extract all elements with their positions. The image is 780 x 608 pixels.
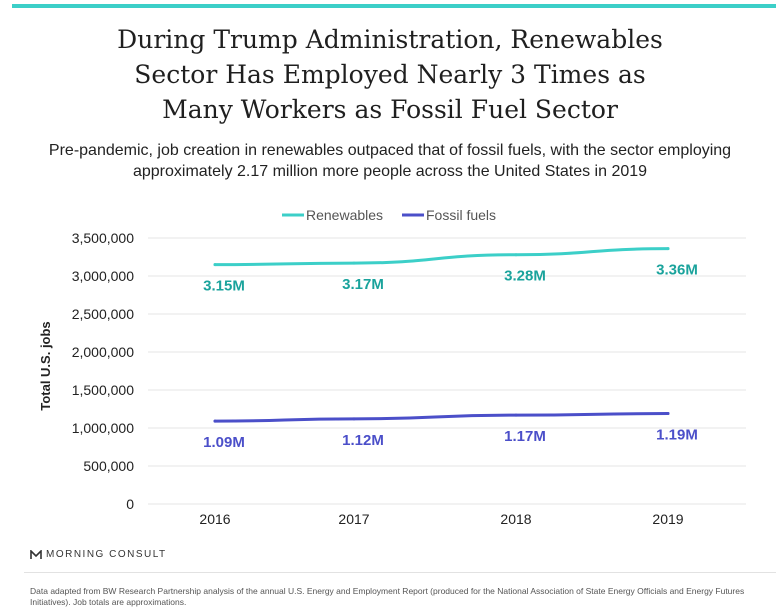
legend-label: Fossil fuels xyxy=(426,207,496,223)
data-point xyxy=(213,263,217,267)
chart-title-line-1: During Trump Administration, Renewables xyxy=(117,25,663,54)
series-line xyxy=(213,412,670,423)
data-point xyxy=(514,413,518,417)
y-tick-label: 1,000,000 xyxy=(72,420,134,436)
data-point xyxy=(213,419,217,423)
data-point xyxy=(666,412,670,416)
logo-text: MORNING CONSULT xyxy=(46,549,167,560)
x-tick-label: 2017 xyxy=(338,511,369,527)
line-chart: 0 500,000 1,000,000 1,500,000 2,000,000 2,500… xyxy=(38,207,746,527)
y-axis-label: Total U.S. jobs xyxy=(38,321,53,410)
chart-title-line-3: Many Workers as Fossil Fuel Sector xyxy=(162,95,618,124)
data-label: 3.36M xyxy=(656,262,698,279)
data-label: 3.28M xyxy=(504,268,546,285)
morning-consult-logo: MORNING CONSULT xyxy=(30,549,167,560)
data-label: 1.09M xyxy=(203,434,245,451)
y-tick-label: 2,000,000 xyxy=(72,344,134,360)
chart-subtitle: Pre-pandemic, job creation in renewables… xyxy=(48,142,732,180)
top-accent-bar xyxy=(12,4,776,8)
y-tick-label: 500,000 xyxy=(83,458,134,474)
y-tick-label: 0 xyxy=(126,496,134,512)
footer-divider xyxy=(24,572,776,573)
x-tick-label: 2018 xyxy=(500,511,531,527)
y-tick-label: 1,500,000 xyxy=(72,382,134,398)
y-tick-label: 2,500,000 xyxy=(72,306,134,322)
data-label: 3.17M xyxy=(342,276,384,293)
y-tick-label: 3,000,000 xyxy=(72,268,134,284)
series-line xyxy=(213,247,670,267)
data-point xyxy=(666,247,670,251)
morning-consult-logo-icon xyxy=(30,549,42,559)
y-tick-label: 3,500,000 xyxy=(72,230,134,246)
chart-title: During Trump Administration, Renewables … xyxy=(0,22,780,127)
data-point xyxy=(352,417,356,421)
data-label: 1.19M xyxy=(656,427,698,444)
chart-title-line-2: Sector Has Employed Nearly 3 Times as xyxy=(134,60,646,89)
legend-label: Renewables xyxy=(306,207,383,223)
source-footnote: Data adapted from BW Research Partnershi… xyxy=(30,586,745,607)
data-point xyxy=(352,261,356,265)
data-label: 3.15M xyxy=(203,278,245,295)
x-tick-label: 2016 xyxy=(199,511,230,527)
x-tick-label: 2019 xyxy=(652,511,683,527)
data-label: 1.12M xyxy=(342,432,384,449)
data-label: 1.17M xyxy=(504,428,546,445)
data-point xyxy=(514,253,518,257)
